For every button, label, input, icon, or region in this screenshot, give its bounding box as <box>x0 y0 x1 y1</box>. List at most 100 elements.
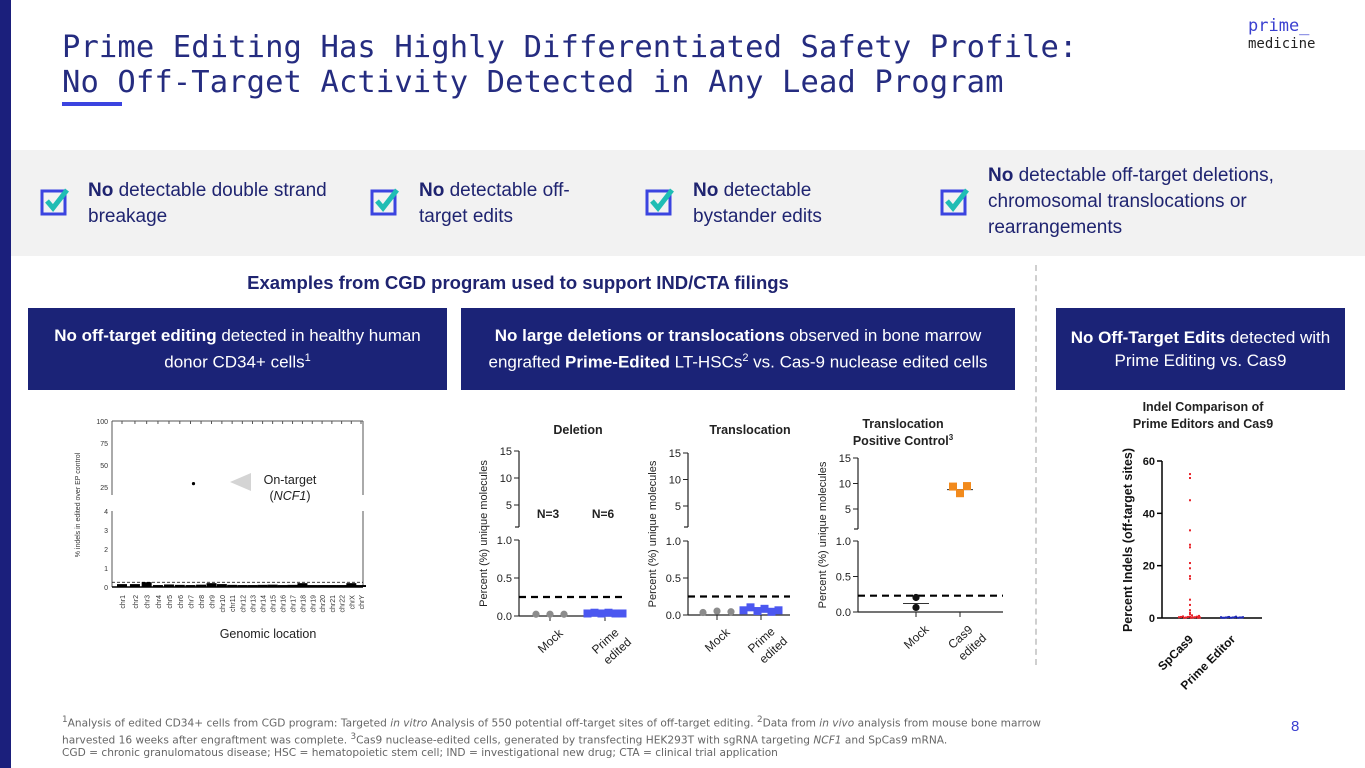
data-point <box>739 606 748 615</box>
left-accent-bar <box>0 0 11 768</box>
x-tick-label: chr19 <box>310 595 317 613</box>
data-points <box>227 584 238 587</box>
check-item-deletions: No detectable off-target deletions, chro… <box>988 165 1274 238</box>
y-tick-label: 75 <box>100 441 108 448</box>
data-point <box>1197 616 1199 619</box>
data-point <box>1189 611 1191 614</box>
check-item-bystander: No detectable bystander edits <box>693 180 822 227</box>
data-point <box>1228 615 1230 618</box>
y-tick-label: 0.0 <box>497 611 512 623</box>
check-item-off-target: No detectable off-target edits <box>419 180 570 227</box>
data-point <box>604 608 613 617</box>
x-tick-label: chr3 <box>145 595 152 609</box>
data-point <box>1189 609 1191 612</box>
data-points <box>216 584 227 587</box>
data-point <box>1189 499 1191 502</box>
logo-medicine: medicine <box>1248 36 1316 52</box>
data-point <box>963 482 971 491</box>
data-points <box>267 584 278 587</box>
data-point <box>713 607 721 615</box>
y-axis-label: % indels in edited over EP control <box>75 452 82 557</box>
data-points <box>141 582 152 587</box>
data-point <box>1235 615 1237 618</box>
data-point <box>1232 616 1234 619</box>
data-point <box>774 606 783 615</box>
data-point <box>727 608 735 616</box>
data-points <box>307 585 318 587</box>
data-points <box>326 585 337 587</box>
x-tick-label: Mock <box>901 622 932 652</box>
on-target-point <box>191 482 196 486</box>
data-point <box>1194 616 1196 619</box>
y-tick-label: 0 <box>1149 613 1155 625</box>
data-point <box>1199 616 1201 619</box>
x-tick-label: chr11 <box>230 595 237 612</box>
x-tick-label: chr10 <box>220 595 227 613</box>
examples-heading: Examples from CGD program used to suppor… <box>247 272 789 293</box>
slide-title-line-2: No Off-Target Activity Detected in Any L… <box>62 65 1004 100</box>
chart-title-line-2: Positive Control3 <box>853 433 954 448</box>
x-tick-label: chr8 <box>199 595 206 609</box>
check-item-double-strand: No detectable double strand breakage <box>88 180 327 227</box>
data-point <box>1223 616 1225 619</box>
x-tick-label: chr17 <box>291 595 298 613</box>
y-tick-label: 10 <box>839 479 851 491</box>
n-annotation: N=3 <box>537 507 560 521</box>
data-points <box>163 584 174 587</box>
highlights-band <box>11 150 1365 256</box>
data-point <box>1189 615 1191 618</box>
y-tick-label: 50 <box>100 463 108 470</box>
data-point <box>532 610 540 618</box>
data-point <box>1180 615 1182 618</box>
x-axis-label: Genomic location <box>220 627 317 641</box>
data-point <box>699 608 707 617</box>
data-points <box>196 584 207 587</box>
data-point <box>956 489 964 498</box>
y-tick-label: 15 <box>669 448 681 460</box>
data-point <box>1187 615 1189 618</box>
x-tick-label: chrY <box>359 595 366 610</box>
data-point <box>1189 603 1191 606</box>
data-points <box>287 584 298 587</box>
data-points <box>346 583 357 587</box>
data-point <box>1189 598 1191 601</box>
data-point <box>546 610 554 618</box>
data-point <box>1192 616 1194 619</box>
y-tick-label: 100 <box>96 419 108 426</box>
y-axis-label: Percent (%) unique molecules <box>478 460 490 607</box>
y-tick-label: 40 <box>1143 508 1155 520</box>
x-tick-label: chrX <box>349 595 356 610</box>
x-tick-label: chr4 <box>156 595 163 609</box>
data-point <box>1189 546 1191 549</box>
data-points <box>237 585 248 587</box>
data-point <box>1221 616 1223 619</box>
y-tick-label: 0.5 <box>666 573 681 585</box>
data-point <box>1183 616 1185 619</box>
data-points <box>277 585 288 587</box>
y-tick-label: 10 <box>669 475 681 487</box>
chart-title: Translocation <box>709 423 790 437</box>
logo-prime: prime_ <box>1248 16 1310 36</box>
data-point <box>1196 615 1198 618</box>
data-point <box>1198 614 1200 617</box>
y-tick-label: 1.0 <box>666 536 681 548</box>
data-points <box>336 585 347 587</box>
data-point <box>912 603 920 612</box>
data-point <box>583 609 592 618</box>
y-tick-label: 1.0 <box>497 535 512 547</box>
check-icon <box>40 186 70 221</box>
chart-title-line-2: Prime Editors and Cas9 <box>1133 417 1273 431</box>
y-tick-label: 2 <box>104 547 108 554</box>
data-point <box>1189 543 1191 546</box>
check-icon <box>370 186 400 221</box>
data-point <box>1230 616 1232 619</box>
section-divider <box>1035 265 1037 665</box>
data-point <box>560 610 568 618</box>
x-tick-label: chr1 <box>120 595 127 609</box>
data-point <box>590 608 599 617</box>
data-point <box>746 603 755 612</box>
x-tick-label: chr9 <box>210 595 217 609</box>
data-point <box>1189 575 1191 578</box>
data-points <box>129 584 140 587</box>
data-point <box>1178 616 1180 619</box>
